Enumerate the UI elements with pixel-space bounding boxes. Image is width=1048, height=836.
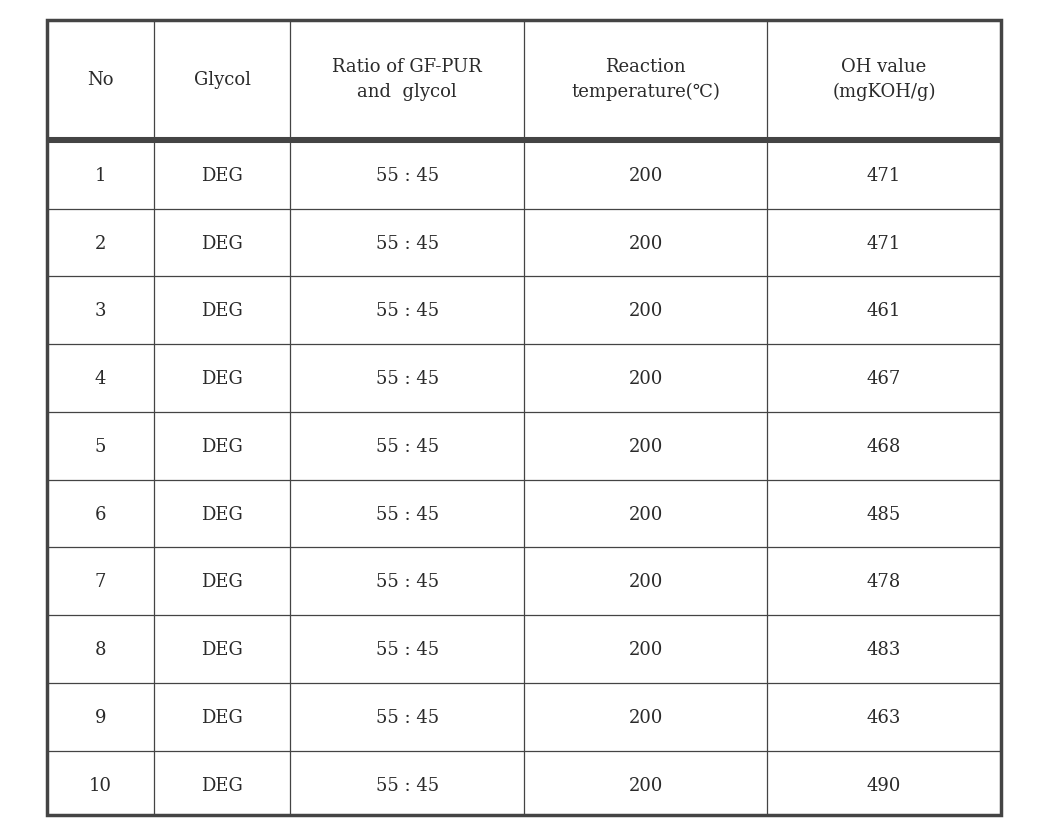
Text: 200: 200 <box>629 302 662 320</box>
Text: 200: 200 <box>629 573 662 590</box>
Text: 8: 8 <box>95 640 107 658</box>
Text: 468: 468 <box>867 437 901 456</box>
Text: 55 : 45: 55 : 45 <box>375 640 439 658</box>
Text: 471: 471 <box>867 234 901 252</box>
Text: 200: 200 <box>629 708 662 726</box>
Text: 9: 9 <box>95 708 107 726</box>
Text: 6: 6 <box>95 505 107 523</box>
Text: 200: 200 <box>629 640 662 658</box>
Text: OH value
(mgKOH/g): OH value (mgKOH/g) <box>832 58 936 101</box>
Text: 467: 467 <box>867 370 901 388</box>
Text: 10: 10 <box>89 776 112 793</box>
Text: 471: 471 <box>867 166 901 185</box>
Text: 200: 200 <box>629 166 662 185</box>
Text: 478: 478 <box>867 573 901 590</box>
Text: DEG: DEG <box>201 573 243 590</box>
Text: 7: 7 <box>95 573 106 590</box>
Text: 461: 461 <box>867 302 901 320</box>
Text: 200: 200 <box>629 437 662 456</box>
Text: 55 : 45: 55 : 45 <box>375 370 439 388</box>
Text: 55 : 45: 55 : 45 <box>375 302 439 320</box>
Text: 55 : 45: 55 : 45 <box>375 437 439 456</box>
Text: Reaction
temperature(℃): Reaction temperature(℃) <box>571 58 720 101</box>
Text: Glycol: Glycol <box>194 71 250 89</box>
Text: 5: 5 <box>95 437 106 456</box>
Text: DEG: DEG <box>201 302 243 320</box>
Text: 55 : 45: 55 : 45 <box>375 776 439 793</box>
Text: DEG: DEG <box>201 505 243 523</box>
Text: 490: 490 <box>867 776 901 793</box>
Text: 2: 2 <box>95 234 106 252</box>
Text: Ratio of GF-PUR
and  glycol: Ratio of GF-PUR and glycol <box>332 59 482 101</box>
Text: 483: 483 <box>867 640 901 658</box>
Text: DEG: DEG <box>201 166 243 185</box>
Text: 200: 200 <box>629 234 662 252</box>
Text: 55 : 45: 55 : 45 <box>375 708 439 726</box>
Text: DEG: DEG <box>201 776 243 793</box>
Text: DEG: DEG <box>201 370 243 388</box>
Text: 3: 3 <box>95 302 107 320</box>
Text: 200: 200 <box>629 370 662 388</box>
Text: 1: 1 <box>95 166 107 185</box>
Text: 55 : 45: 55 : 45 <box>375 505 439 523</box>
Text: 55 : 45: 55 : 45 <box>375 234 439 252</box>
Text: 485: 485 <box>867 505 901 523</box>
Text: 55 : 45: 55 : 45 <box>375 166 439 185</box>
Text: DEG: DEG <box>201 708 243 726</box>
Text: DEG: DEG <box>201 234 243 252</box>
Text: DEG: DEG <box>201 640 243 658</box>
Text: 463: 463 <box>867 708 901 726</box>
Text: 200: 200 <box>629 505 662 523</box>
Text: DEG: DEG <box>201 437 243 456</box>
Text: 4: 4 <box>95 370 106 388</box>
Text: 55 : 45: 55 : 45 <box>375 573 439 590</box>
Text: No: No <box>87 71 114 89</box>
Text: 200: 200 <box>629 776 662 793</box>
